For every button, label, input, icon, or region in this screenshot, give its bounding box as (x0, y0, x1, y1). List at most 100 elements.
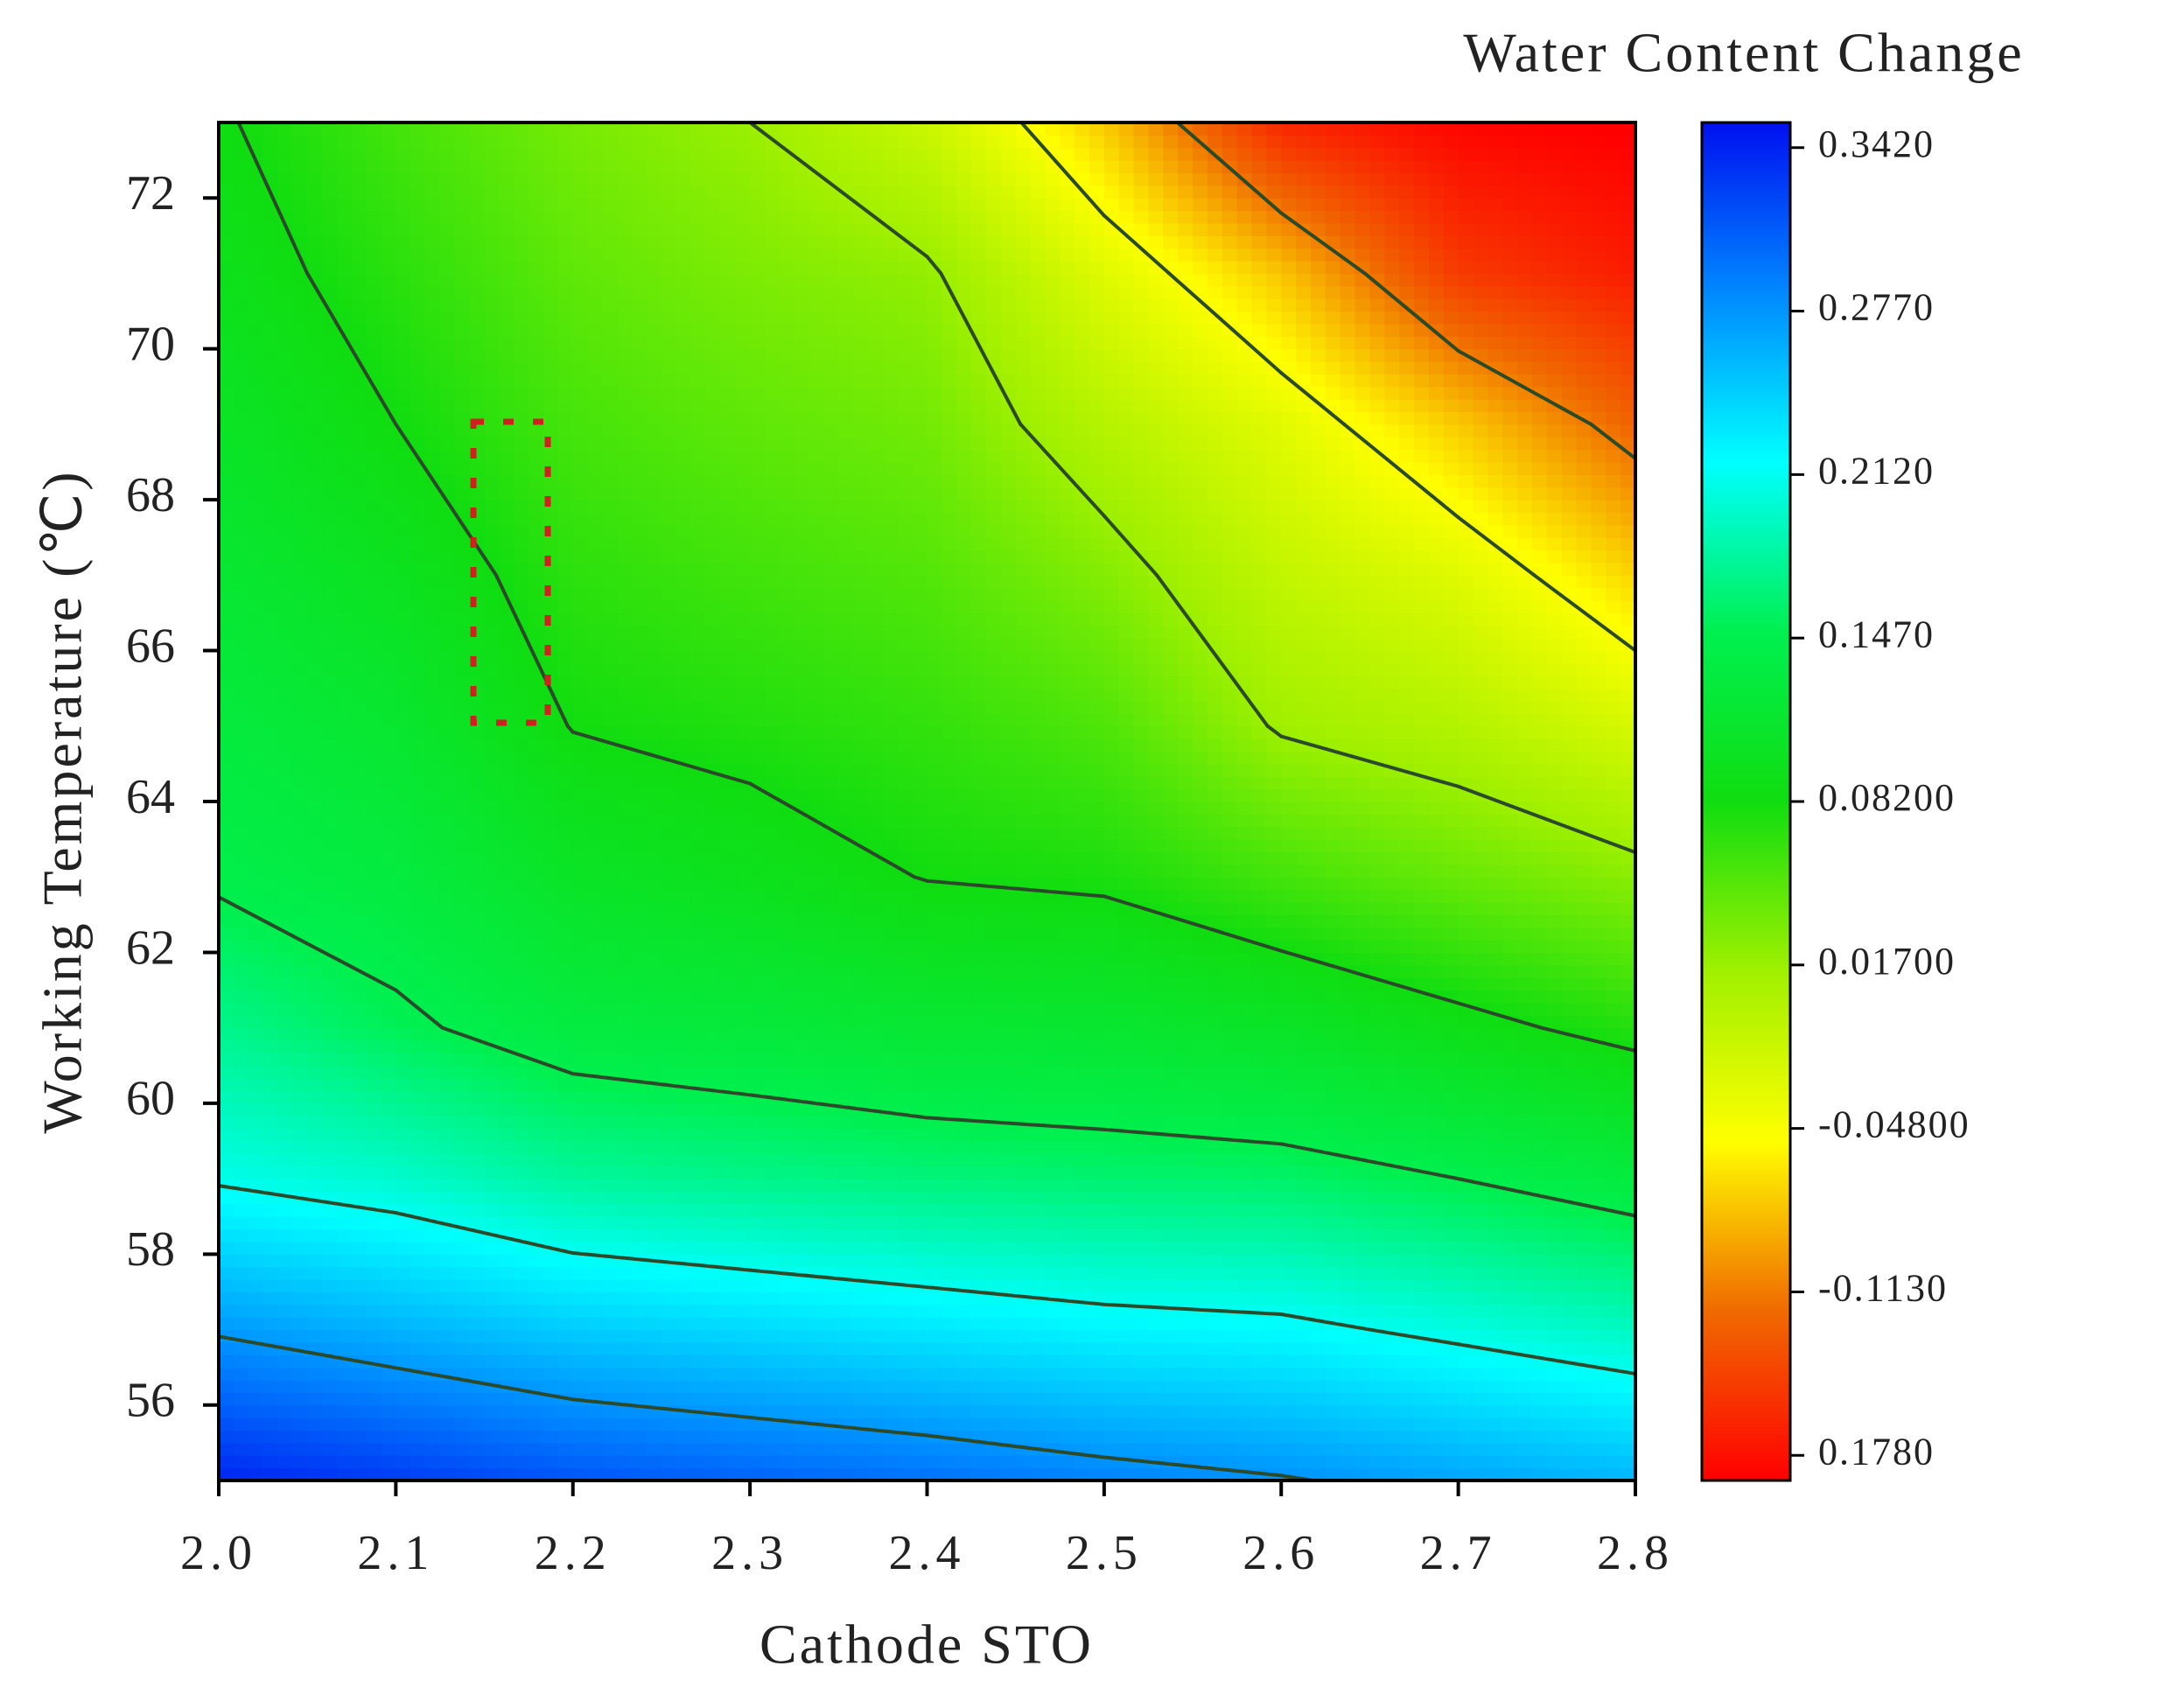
contour-cell (528, 1228, 544, 1242)
contour-cell (779, 1166, 795, 1180)
contour-cell (632, 1166, 648, 1180)
contour-cell (1576, 927, 1592, 941)
contour-cell (1517, 1380, 1533, 1394)
contour-cell (1310, 1015, 1326, 1029)
contour-cell (764, 1392, 780, 1406)
contour-cell (1384, 1442, 1400, 1456)
contour-cell (956, 1442, 972, 1456)
contour-cell (410, 1102, 426, 1116)
contour-cell (1251, 1166, 1267, 1180)
contour-cell (1251, 1065, 1267, 1079)
contour-cell (1251, 1254, 1267, 1268)
contour-cell (1015, 1015, 1032, 1029)
contour-cell (1015, 1053, 1032, 1067)
contour-cell (248, 977, 264, 991)
contour-cell (396, 1404, 411, 1418)
contour-cell (764, 990, 780, 1004)
contour-cell (1502, 940, 1518, 954)
contour-cell (1207, 1467, 1223, 1481)
contour-cell (720, 1216, 736, 1230)
contour-cell (1103, 1116, 1120, 1130)
contour-cell (336, 725, 353, 739)
contour-cell (425, 1317, 441, 1331)
contour-cell (1576, 1367, 1592, 1381)
contour-cell (1000, 1380, 1017, 1394)
contour-cell (587, 1002, 604, 1016)
contour-cell (439, 1141, 456, 1154)
contour-cell (1207, 1141, 1223, 1154)
contour-cell (1163, 1015, 1179, 1029)
contour-cell (1384, 1015, 1400, 1029)
contour-cell (764, 1102, 780, 1116)
contour-cell (322, 927, 338, 941)
contour-cell (528, 1153, 544, 1167)
contour-cell (1488, 977, 1503, 991)
contour-cell (897, 1078, 914, 1092)
contour-cell (1369, 1341, 1385, 1355)
contour-cell (1251, 1053, 1267, 1067)
contour-cell (322, 1317, 338, 1331)
contour-cell (985, 1418, 1002, 1432)
contour-cell (1458, 1329, 1474, 1343)
contour-cell (1488, 1078, 1503, 1092)
contour-cell (1340, 1455, 1356, 1469)
contour-cell (838, 1203, 854, 1217)
contour-cell (1399, 1380, 1415, 1394)
contour-cell (587, 1191, 604, 1205)
contour-cell (971, 1442, 987, 1456)
contour-cell (1193, 1191, 1208, 1205)
contour-cell (262, 1065, 279, 1079)
contour-cell (557, 977, 574, 991)
contour-cell (1310, 1166, 1326, 1180)
contour-cell (499, 990, 514, 1004)
contour-cell (1325, 1404, 1341, 1418)
contour-cell (1473, 1404, 1488, 1418)
contour-cell (1089, 1002, 1105, 1016)
contour-cell (1074, 990, 1090, 1004)
contour-cell (1133, 1367, 1150, 1381)
contour-cell (439, 1380, 456, 1394)
contour-cell (1399, 1191, 1415, 1205)
contour-cell (307, 738, 323, 752)
contour-cell (322, 1467, 338, 1481)
contour-cell (602, 964, 618, 978)
contour-cell (322, 901, 338, 915)
contour-cell (587, 851, 604, 865)
contour-cell (366, 1216, 382, 1230)
contour-cell (514, 1430, 529, 1444)
contour-cell (484, 1166, 500, 1180)
contour-cell (1178, 952, 1194, 966)
contour-cell (985, 1078, 1002, 1092)
contour-cell (971, 1078, 987, 1092)
contour-cell (1325, 1241, 1341, 1255)
contour-cell (336, 1304, 353, 1318)
contour-cell (1163, 927, 1179, 941)
contour-cell (454, 1241, 471, 1255)
contour-cell (543, 889, 559, 903)
contour-cell (1074, 1090, 1090, 1104)
contour-cell (1015, 1027, 1032, 1041)
contour-cell (720, 839, 736, 853)
contour-cell (705, 1292, 721, 1306)
contour-cell (1118, 1279, 1135, 1293)
contour-cell (499, 1467, 514, 1481)
contour-cell (514, 1354, 529, 1368)
contour-cell (838, 901, 854, 915)
contour-cell (1517, 990, 1533, 1004)
contour-cell (735, 864, 751, 878)
contour-cell (425, 940, 441, 954)
contour-cell (514, 1216, 529, 1230)
contour-cell (1443, 1404, 1460, 1418)
contour-cell (1103, 927, 1120, 941)
contour-cell (1414, 914, 1430, 928)
contour-cell (632, 1116, 648, 1130)
contour-cell (927, 1090, 942, 1104)
contour-cell (1325, 1015, 1341, 1029)
contour-cell (1458, 964, 1474, 978)
contour-cell (307, 1442, 323, 1456)
contour-cell (1236, 1065, 1253, 1079)
contour-cell (1281, 977, 1297, 991)
contour-cell (322, 1141, 338, 1154)
contour-cell (1074, 914, 1090, 928)
contour-cell (617, 1404, 633, 1418)
